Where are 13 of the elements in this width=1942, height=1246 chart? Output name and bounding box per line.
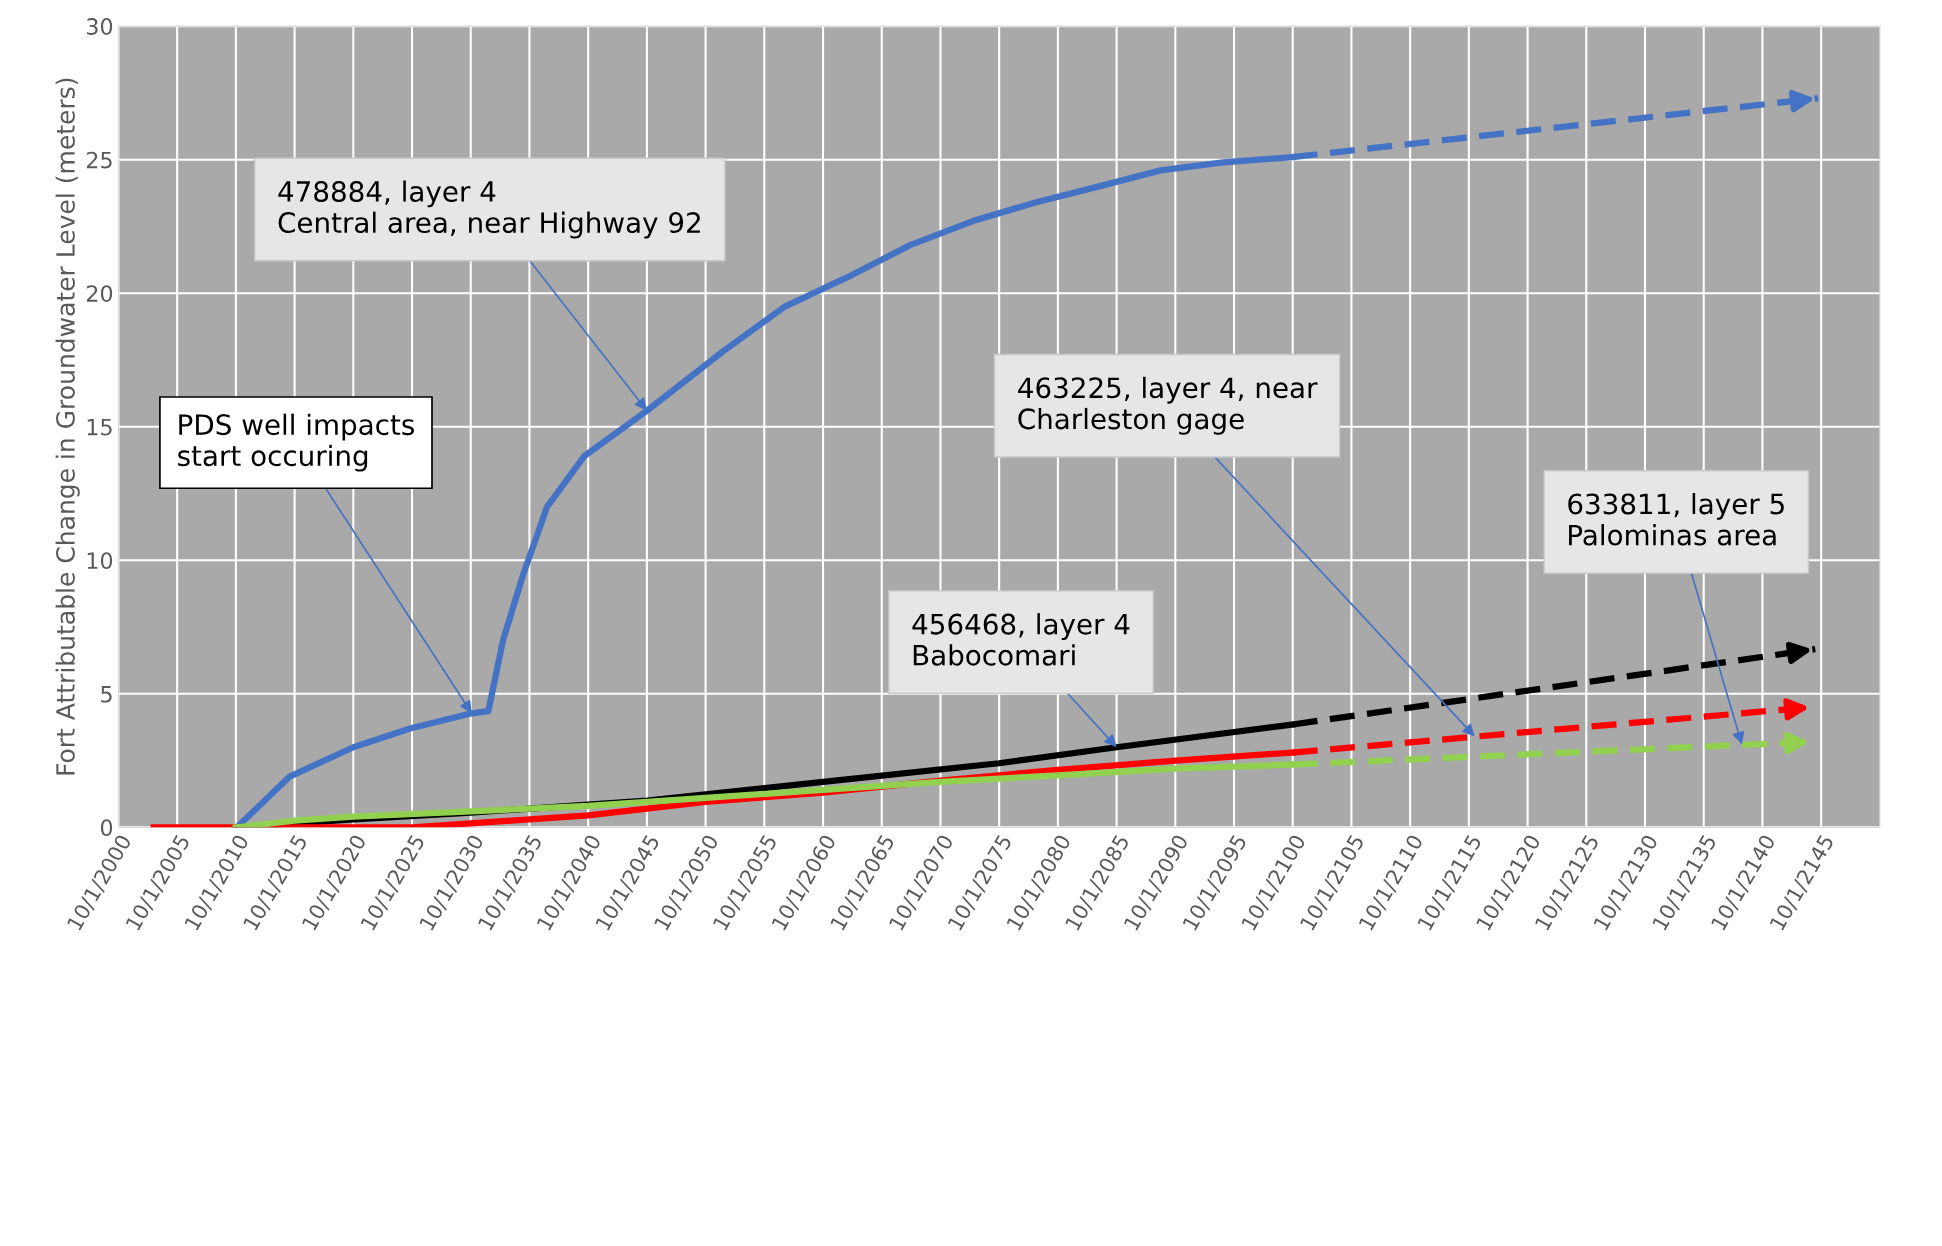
annotation: PDS well impacts start occuring (178, 413, 414, 472)
y-tick-label: 5 (101, 686, 112, 703)
y-tick-label: 0 (100, 819, 113, 837)
y-tick-label: 10 (87, 552, 113, 570)
annotation: 478884, layer 4 Central area, near Highway 92 (278, 180, 700, 239)
y-axis-title: Fort Attributable Change in Groundwater Level (meters) (55, 78, 80, 775)
y-tick-label: 25 (86, 151, 112, 169)
annotation: 633811, layer 5 Palominas area (1568, 492, 1784, 546)
y-tick-label: 20 (86, 285, 113, 302)
annotation: 463225, layer 4, near Charleston gage (1018, 376, 1318, 435)
y-tick-label: 15 (87, 419, 112, 436)
y-tick-label: 30 (87, 18, 113, 35)
annotation: 456468, layer 4 Babocomari (912, 613, 1130, 666)
